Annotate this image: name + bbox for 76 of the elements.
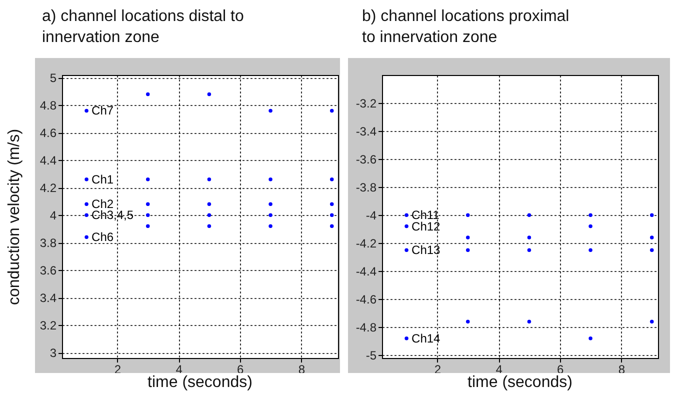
point: [650, 320, 654, 324]
y-tick-label: -4: [366, 208, 377, 223]
point: [588, 248, 592, 252]
point: [268, 178, 272, 182]
y-tick-label: 3.2: [40, 318, 57, 333]
point: [268, 213, 272, 217]
series-label: Ch13: [412, 243, 441, 258]
point: [404, 213, 408, 217]
y-tick-label: 3.6: [40, 264, 57, 278]
y-tick-label: -5: [366, 348, 377, 363]
point: [404, 224, 408, 228]
point: [330, 224, 334, 228]
point: [84, 235, 88, 239]
y-tick-label: 3: [50, 346, 57, 360]
y-tick-label: 4.6: [40, 126, 57, 140]
point: [330, 178, 334, 182]
point: [207, 92, 212, 96]
y-tick-label: -4.8: [356, 320, 377, 335]
y-tick-label: -3.2: [356, 96, 377, 111]
series-label: Ch7: [92, 104, 114, 118]
chart-title: b) channel locations proximal to innervation zone: [362, 7, 570, 48]
point: [527, 236, 532, 240]
point: [330, 108, 334, 113]
point: [650, 236, 654, 240]
point: [84, 213, 88, 217]
y-tick-label: 3.8: [40, 236, 57, 250]
y-tick-label: -3.4: [356, 124, 377, 139]
y-tick-label: 4: [50, 208, 57, 223]
x-axis-title: time (seconds): [468, 374, 572, 391]
point: [207, 202, 212, 206]
point: [588, 224, 592, 228]
point: [207, 178, 212, 182]
point: [466, 213, 470, 217]
point: [146, 92, 150, 96]
point: [527, 248, 532, 252]
point: [268, 108, 272, 113]
point: [650, 248, 654, 252]
y-tick-label: -3.8: [356, 180, 377, 195]
point: [84, 108, 88, 113]
y-tick-label: 5: [50, 71, 57, 86]
point: [466, 320, 470, 324]
point: [207, 213, 212, 217]
point: [527, 320, 532, 324]
point: [84, 202, 88, 206]
point: [207, 224, 212, 228]
series-label: Ch6: [92, 230, 114, 244]
series-label: Ch14: [412, 331, 441, 346]
y-tick-label: 4.2: [40, 181, 57, 196]
point: [146, 202, 150, 206]
y-axis-title: conduction velocity (m/s): [6, 128, 24, 304]
point: [588, 213, 592, 217]
point: [146, 224, 150, 228]
y-tick-label: -4.4: [356, 264, 377, 279]
point: [527, 213, 532, 217]
point: [268, 224, 272, 228]
y-tick-label: -4.2: [356, 236, 377, 251]
point: [330, 213, 334, 217]
point: [466, 236, 470, 240]
point: [146, 213, 150, 217]
point: [404, 248, 408, 252]
point: [466, 248, 470, 252]
point: [330, 202, 334, 206]
point: [650, 213, 654, 217]
y-tick-label: -3.6: [356, 152, 377, 167]
y-tick-label: 4.8: [40, 98, 57, 113]
point: [404, 336, 408, 340]
point: [588, 336, 592, 340]
point: [268, 202, 272, 206]
x-axis-title: time (seconds): [148, 374, 252, 391]
point: [146, 178, 150, 182]
y-tick-label: -4.6: [356, 292, 377, 307]
series-label: Ch1: [92, 172, 114, 186]
y-tick-label: 4.4: [40, 154, 57, 168]
point: [84, 178, 88, 182]
chart-title: a) channel locations distal to innervation zone: [42, 7, 244, 48]
y-tick-label: 3.4: [40, 291, 57, 306]
